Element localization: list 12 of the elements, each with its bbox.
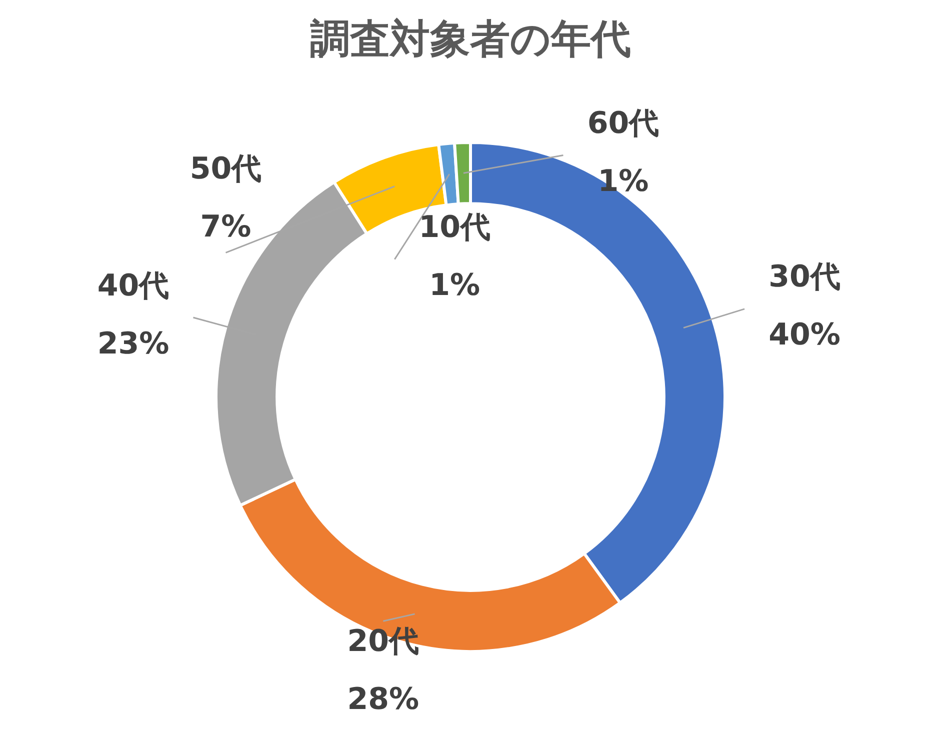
slice-label: 10代 [418, 210, 491, 246]
slice-label: 40代 [97, 268, 170, 304]
data-label: 40% [768, 318, 840, 353]
data-label: 1% [429, 268, 480, 304]
data-label: 1% [598, 164, 649, 200]
slice-label: 30代 [768, 260, 840, 295]
data-label: 7% [200, 209, 252, 244]
data-label: 23% [97, 326, 170, 362]
chart-title: 調査対象者の年代 [310, 16, 631, 62]
slice-label: 50代 [190, 151, 262, 186]
data-label: 28% [347, 682, 420, 717]
slice-label: 60代 [587, 106, 660, 142]
